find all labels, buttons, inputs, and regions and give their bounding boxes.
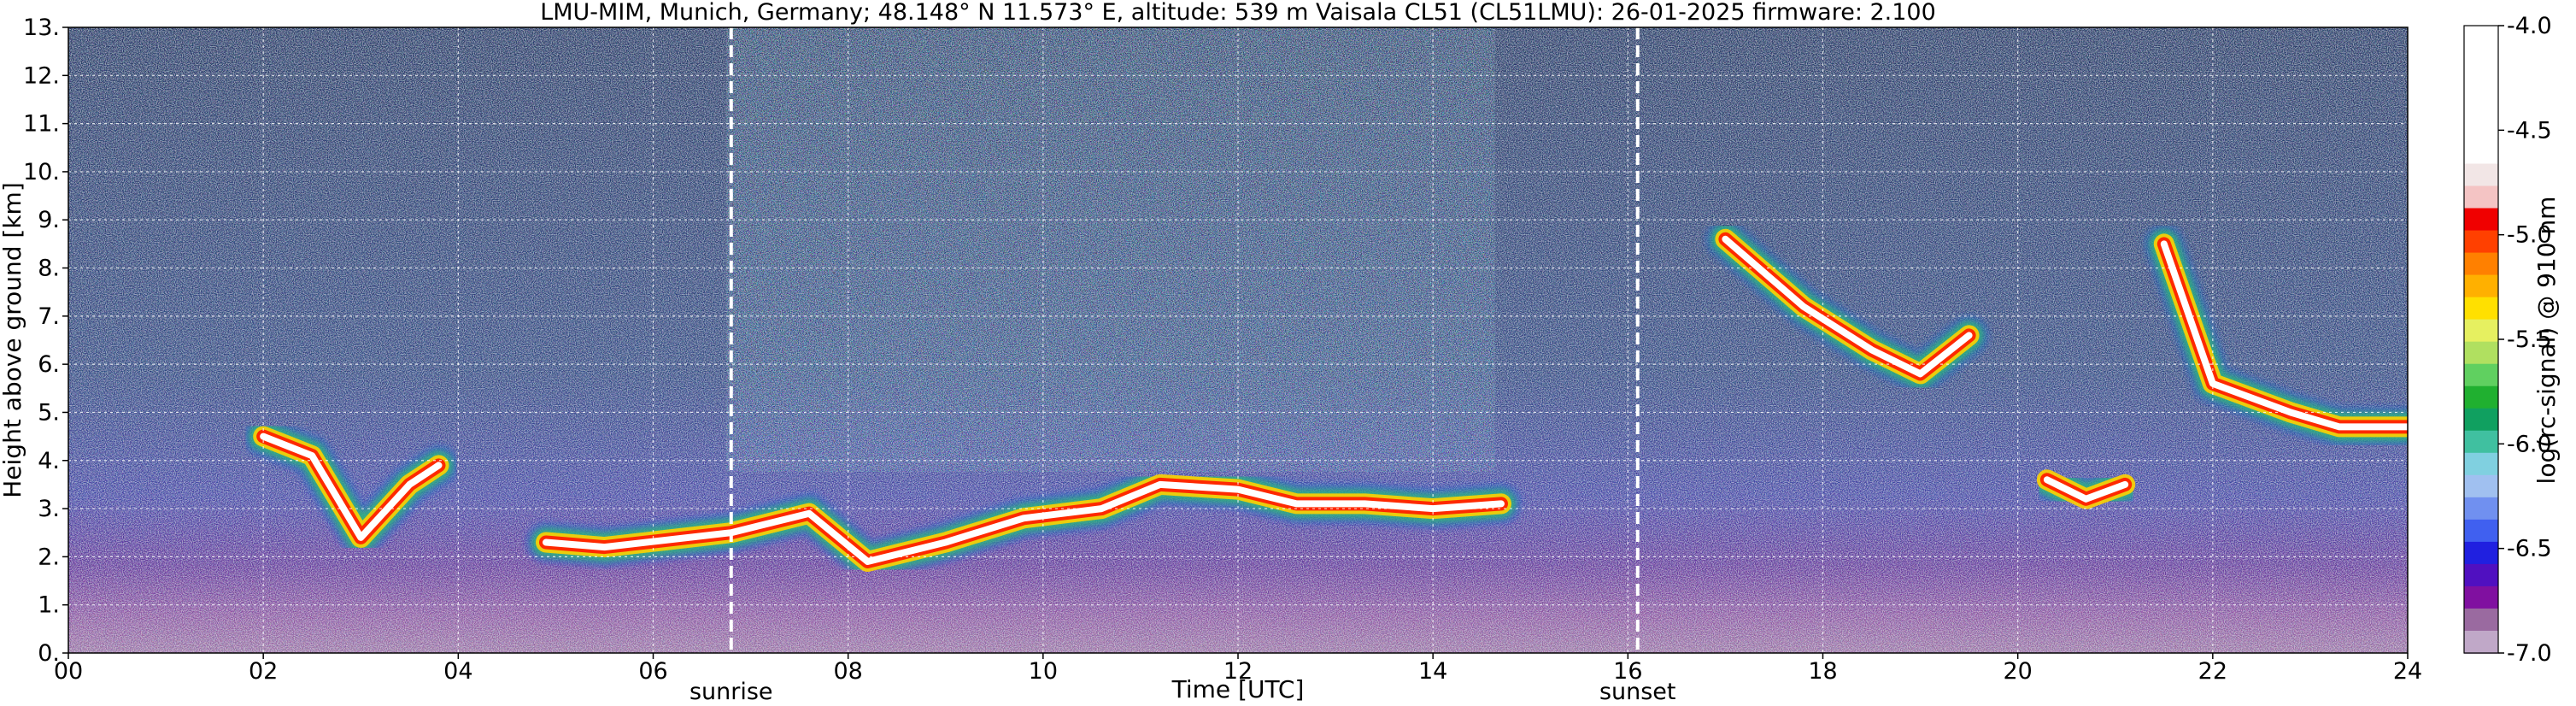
- colorbar-segment: [2464, 163, 2498, 187]
- x-tick-label: 00: [54, 658, 83, 685]
- colorbar-segment: [2464, 297, 2498, 321]
- x-axis-label: Time [UTC]: [1171, 675, 1305, 703]
- colorbar-tick-label: -5.0: [2507, 222, 2552, 249]
- colorbar-segment: [2464, 274, 2498, 298]
- colorbar-tick-label: -6.5: [2507, 536, 2552, 562]
- y-tick-label: 10.: [23, 159, 60, 185]
- x-tick-label: 06: [638, 658, 667, 685]
- y-tick-label: 5.: [38, 399, 60, 426]
- colorbar-tick-label: -4.0: [2507, 13, 2552, 39]
- colorbar-segment: [2464, 630, 2498, 654]
- y-tick-label: 8.: [38, 256, 60, 282]
- colorbar-segment: [2464, 363, 2498, 387]
- colorbar-segment: [2464, 26, 2498, 165]
- y-tick-label: 1.: [38, 592, 60, 619]
- y-tick-label: 7.: [38, 303, 60, 330]
- colorbar-segment: [2464, 208, 2498, 232]
- y-tick-label: 0.: [38, 640, 60, 667]
- x-tick-label: 14: [1418, 658, 1447, 685]
- grid-layer: [68, 27, 2408, 653]
- colorbar-segment: [2464, 230, 2498, 254]
- colorbar-segment: [2464, 385, 2498, 409]
- x-tick-label: 16: [1613, 658, 1642, 685]
- colorbar-segment: [2464, 497, 2498, 521]
- colorbar-segment: [2464, 341, 2498, 365]
- x-tick-label: 10: [1029, 658, 1058, 685]
- colorbar-segment: [2464, 408, 2498, 432]
- colorbar-segment: [2464, 585, 2498, 609]
- y-tick-label: 6.: [38, 351, 60, 378]
- y-tick-label: 12.: [23, 62, 60, 89]
- x-tick-label: 12: [1223, 658, 1253, 685]
- y-tick-label: 4.: [38, 448, 60, 474]
- x-tick-label: 18: [1808, 658, 1837, 685]
- features-layer: [244, 219, 2408, 581]
- colorbar-label: log(rc-signal) @ 910 nm: [2532, 197, 2561, 485]
- colorbar-segment: [2464, 519, 2498, 543]
- colorbar-segment: [2464, 608, 2498, 632]
- y-tick-label: 9.: [38, 207, 60, 233]
- colorbar-tick-label: -7.0: [2507, 640, 2552, 667]
- colorbar-segment: [2464, 541, 2498, 565]
- colorbar: -4.0 -4.5 -5.0 -5.5 -6.0 -6.5 -7.0: [2463, 13, 2552, 667]
- chart-title: LMU-MIM, Munich, Germany; 48.148° N 11.5…: [540, 0, 1936, 26]
- events-layer: sunrise sunset: [689, 27, 1676, 705]
- colorbar-segment: [2464, 252, 2498, 276]
- y-tick-label: 3.: [38, 496, 60, 522]
- y-axis: 0. 1. 2. 3. 4. 5. 6. 7. 8. 9. 10. 11. 12. 13.: [23, 15, 68, 667]
- y-tick-label: 11.: [23, 111, 60, 138]
- colorbar-tick-label: -4.5: [2507, 117, 2552, 144]
- colorbar-tick-label: -5.5: [2507, 327, 2552, 353]
- x-axis: 00 02 04 06 08 10 12 14 16 18 20 22 24: [54, 653, 2422, 685]
- layer-morning-cloud: [244, 416, 459, 557]
- colorbar-segment: [2464, 563, 2498, 587]
- x-tick-label: 04: [443, 658, 472, 685]
- colorbar-segment: [2464, 452, 2498, 476]
- colorbar-segment: [2464, 319, 2498, 343]
- colorbar-segment: [2464, 185, 2498, 209]
- colorbar-segment: [2464, 430, 2498, 454]
- event-label-sunset: sunset: [1599, 679, 1676, 705]
- colorbar-segment: [2464, 474, 2498, 498]
- y-axis-label: Height above ground [km]: [0, 182, 26, 498]
- x-tick-label: 24: [2393, 658, 2422, 685]
- layer-evening-cirrus-1: [1705, 219, 1989, 394]
- colorbar-tick-label: -6.0: [2507, 431, 2552, 457]
- x-tick-label: 08: [833, 658, 862, 685]
- y-tick-label: 2.: [38, 544, 60, 570]
- layer-thin-layer-20h: [2027, 460, 2145, 519]
- event-label-sunrise: sunrise: [689, 679, 773, 705]
- layer-main-aerosol-layer: [526, 464, 1521, 581]
- x-tick-label: 20: [2003, 658, 2032, 685]
- y-tick-label: 13.: [23, 15, 60, 41]
- x-tick-label: 22: [2198, 658, 2227, 685]
- layer-evening-cirrus-2: [2144, 224, 2408, 447]
- x-tick-label: 02: [249, 658, 278, 685]
